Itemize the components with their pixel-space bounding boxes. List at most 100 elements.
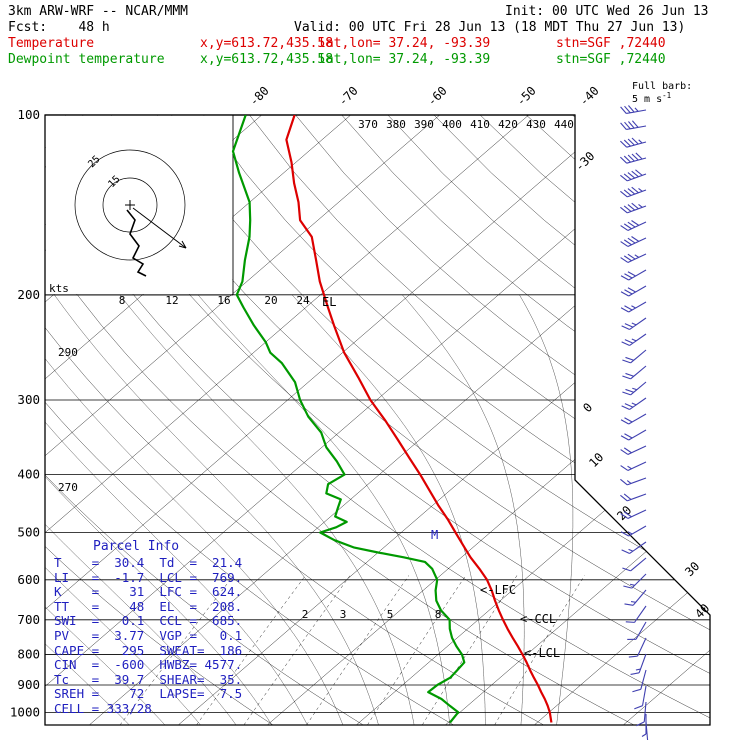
pressure-tick-label: 700 — [17, 612, 40, 627]
moist-adiabat-label: 12 — [165, 294, 178, 307]
pressure-tick-label: 500 — [17, 525, 40, 540]
mixing-ratio-label: 8 — [435, 608, 442, 621]
barb-legend-value: 5 m s-1 — [632, 91, 671, 105]
wind-barb — [620, 493, 647, 502]
wind-barb-column — [620, 105, 649, 740]
wind-barb — [620, 105, 647, 115]
isotherm-label-right: 40 — [692, 601, 712, 621]
wind-barb — [620, 477, 647, 486]
wind-barb — [620, 509, 647, 519]
wind-barb — [627, 621, 647, 641]
wind-barb — [632, 669, 647, 693]
temperature-xy: x,y=613.72,435.58 — [200, 36, 334, 51]
isotherm-label-right: 10 — [586, 450, 606, 470]
theta-label: 430 — [526, 118, 546, 131]
wind-barb — [625, 605, 647, 623]
level-annotation: <-CCL — [520, 612, 556, 626]
wind-barb — [620, 269, 647, 281]
dry-adiabat-label: 290 — [58, 346, 78, 359]
pressure-tick-label: 600 — [17, 572, 40, 587]
isotherm-label-top: -70 — [336, 84, 361, 109]
isotherm-label-top: -60 — [425, 84, 450, 109]
isotherm-label-top: -40 — [577, 84, 602, 109]
pressure-tick-label: 800 — [17, 646, 40, 661]
wind-barb — [621, 541, 647, 554]
level-annotation: <-LCL — [524, 646, 560, 660]
isotherm-label-right: -30 — [572, 149, 597, 174]
dry-adiabat-label: 270 — [58, 481, 78, 494]
theta-label: 410 — [470, 118, 490, 131]
chart-frame — [44, 114, 711, 726]
wind-barb — [620, 236, 647, 247]
pressure-tick-label: 300 — [17, 392, 40, 407]
parcel-info-title: Parcel Info — [93, 539, 180, 554]
pressure-tick-label: 200 — [17, 287, 40, 302]
theta-label: 390 — [414, 118, 434, 131]
valid-time: Valid: 00 UTC Fri 28 Jun 13 (18 MDT Thu … — [294, 20, 686, 35]
storm-motion-vector — [132, 207, 187, 249]
wind-barb — [620, 220, 647, 231]
wind-barb — [645, 721, 649, 740]
level-annotation: EL — [322, 295, 336, 309]
moist-adiabat-label: 8 — [119, 294, 126, 307]
theta-label: 400 — [442, 118, 462, 131]
hodograph-trace — [126, 209, 147, 277]
pressure-tick-label: 1000 — [10, 704, 40, 719]
dewpoint-curve — [231, 115, 466, 724]
wind-barb — [620, 186, 647, 198]
isotherm-label-top: -80 — [247, 84, 272, 109]
model-title: 3km ARW-WRF -- NCAR/MMM — [8, 4, 189, 19]
moist-adiabat-label: 16 — [217, 294, 230, 307]
wind-barb — [620, 445, 647, 455]
isotherm-label-right: 30 — [682, 559, 702, 579]
mixing-ratio-label: 2 — [302, 608, 309, 621]
wind-barb — [621, 317, 647, 330]
wind-barb — [620, 253, 647, 263]
mixing-ratio-label: 3 — [340, 608, 347, 621]
pressure-tick-label: 900 — [17, 677, 40, 692]
theta-label: 420 — [498, 118, 518, 131]
level-annotation: M — [431, 528, 438, 542]
isotherm-label-right: 0 — [580, 400, 595, 415]
wind-barb — [636, 701, 647, 727]
wind-barb — [620, 120, 647, 131]
init-time: Init: 00 UTC Wed 26 Jun 13 — [505, 4, 709, 19]
wind-barb — [620, 137, 647, 148]
wind-barb — [620, 152, 647, 164]
dewpoint-station: stn=SGF ,72440 — [556, 52, 666, 67]
temperature-station: stn=SGF ,72440 — [556, 36, 666, 51]
wind-barb — [620, 525, 647, 537]
hodograph-unit-label: kts — [49, 282, 69, 295]
sounding-curves — [231, 115, 553, 724]
wind-barb — [628, 637, 647, 658]
wind-barb — [624, 589, 647, 606]
dewpoint-latlon: lat,lon= 37.24, -93.39 — [318, 52, 491, 67]
wind-barb — [623, 573, 647, 589]
wind-barb — [621, 333, 647, 346]
wind-barb — [622, 349, 647, 364]
wind-barb — [622, 381, 647, 396]
temperature-latlon: lat,lon= 37.24, -93.39 — [318, 36, 491, 51]
moist-adiabat-label: 24 — [296, 294, 310, 307]
wind-barb — [620, 413, 647, 425]
isotherm-label-right: 20 — [614, 503, 634, 523]
wind-barb — [634, 685, 647, 710]
dewpoint-xy: x,y=613.72,435.58 — [200, 52, 334, 67]
theta-label: 440 — [554, 118, 574, 131]
moist-adiabat-label: 20 — [264, 294, 277, 307]
pressure-tick-label: 400 — [17, 467, 40, 482]
mixing-ratio-label: 5 — [387, 608, 394, 621]
wind-barb — [620, 202, 647, 214]
pressure-tick-label: 100 — [17, 107, 40, 122]
isotherm-label-top: -50 — [514, 84, 539, 109]
wind-barb — [622, 365, 647, 380]
temperature-legend-label: Temperature — [8, 36, 95, 51]
temperature-curve — [285, 115, 553, 723]
wind-barb — [622, 557, 647, 572]
wind-barb — [620, 301, 647, 313]
barb-legend-title: Full barb: — [632, 81, 692, 92]
wind-barb — [620, 461, 647, 471]
wind-barb — [620, 169, 647, 182]
